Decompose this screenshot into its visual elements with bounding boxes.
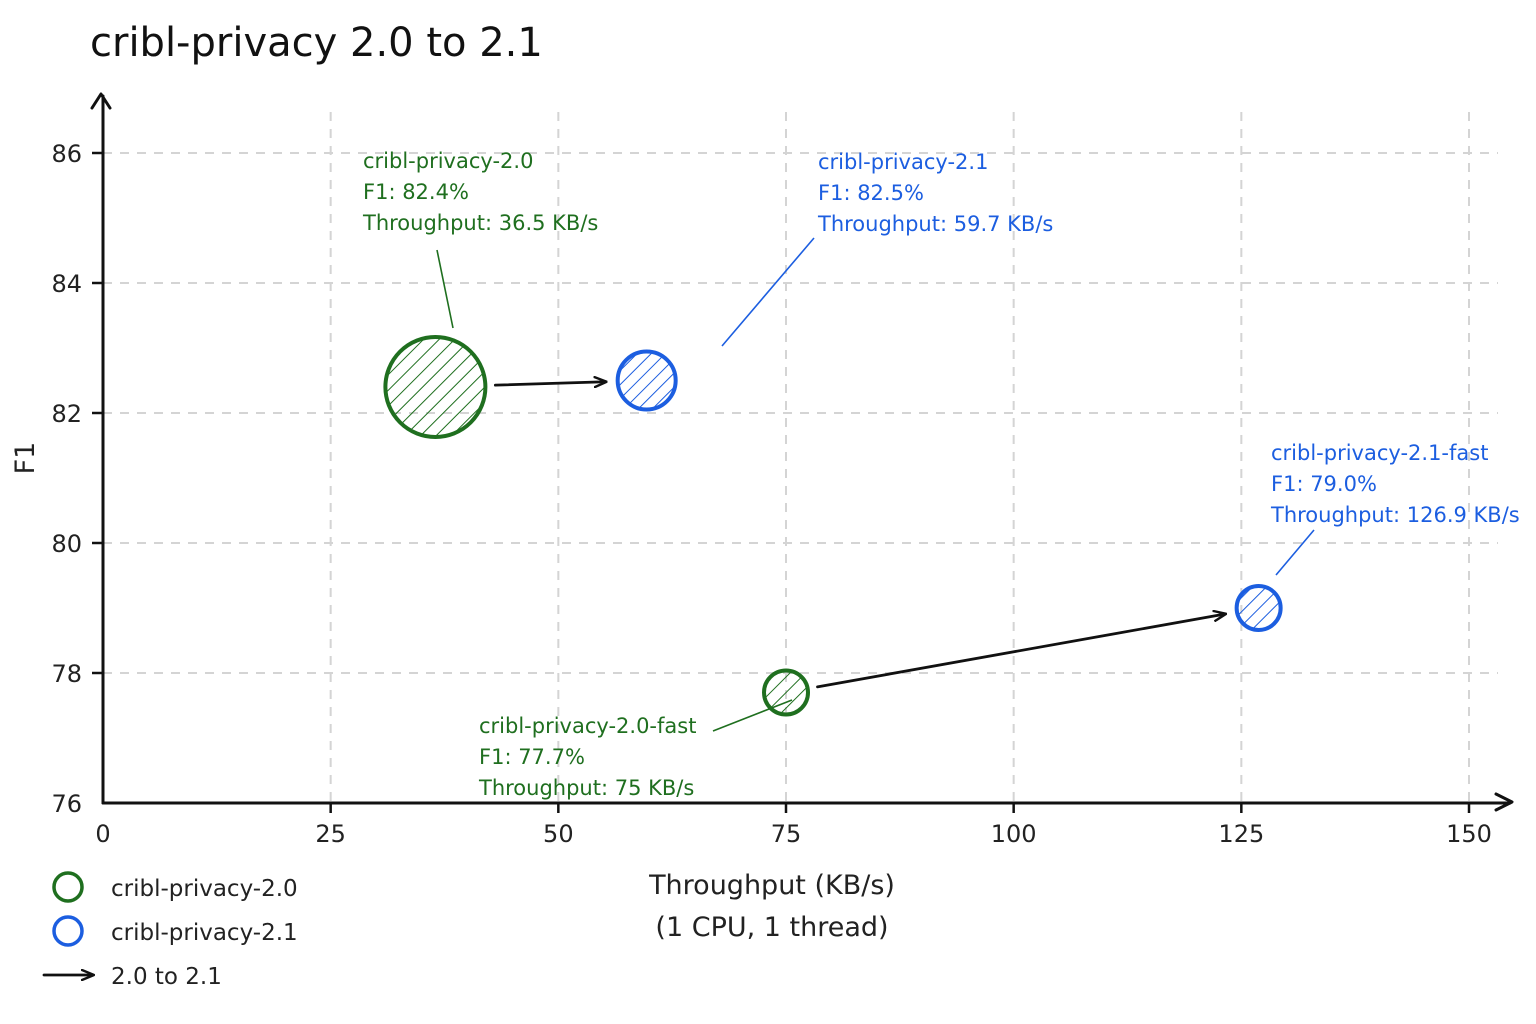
annotation-f1: F1: 79.0% (1271, 472, 1377, 496)
y-tick-label: 76 (51, 790, 82, 818)
y-tick-label: 82 (51, 400, 82, 428)
data-points (383, 335, 1283, 717)
y-axis-label: F1 (10, 442, 41, 475)
x-tick-label: 125 (1218, 820, 1264, 848)
annotation-name: cribl-privacy-2.0-fast (479, 714, 696, 738)
data-point (762, 668, 810, 717)
annotation-f1: F1: 77.7% (479, 745, 585, 769)
x-tick-label: 0 (95, 820, 110, 848)
data-point (383, 335, 488, 439)
legend: cribl-privacy-2.0 cribl-privacy-2.1 2.0 to… (42, 871, 298, 990)
point-annotations: cribl-privacy-2.0 F1: 82.4% Throughput: 36… (362, 149, 1520, 800)
x-axis-arrowhead (1494, 792, 1514, 812)
legend-marker-circle (52, 915, 84, 947)
y-tick-label: 78 (51, 660, 82, 688)
annotation-name: cribl-privacy-2.1-fast (1271, 441, 1488, 465)
annotation-throughput: Throughput: 75 KB/s (478, 776, 694, 800)
annotation-name: cribl-privacy-2.0 (363, 149, 533, 173)
annotation-leader-line (1275, 529, 1315, 576)
data-point (615, 349, 678, 412)
annotation-leader-line (712, 699, 793, 732)
transition-arrow (493, 382, 605, 385)
y-axis-arrowhead (90, 92, 112, 110)
x-tick-label: 50 (543, 820, 574, 848)
y-tick-label: 80 (51, 530, 82, 558)
annotation-leader-line (436, 249, 454, 329)
legend-marker-circle (52, 871, 84, 903)
x-tick-label: 75 (771, 820, 802, 848)
chart-title: cribl-privacy 2.0 to 2.1 (90, 20, 543, 66)
x-axis-sublabel: (1 CPU, 1 thread) (655, 912, 888, 943)
x-tick-label: 150 (1446, 820, 1492, 848)
axes (90, 92, 1514, 812)
grid-lines (103, 112, 1498, 803)
transition-arrow (816, 614, 1226, 689)
annotation-throughput: Throughput: 36.5 KB/s (362, 211, 598, 235)
annotation-throughput: Throughput: 59.7 KB/s (817, 212, 1053, 236)
transition-arrows (493, 382, 1226, 689)
annotation-leader-line (721, 237, 815, 347)
annotation-f1: F1: 82.4% (363, 180, 469, 204)
annotation-f1: F1: 82.5% (818, 181, 924, 205)
x-tick-label: 100 (991, 820, 1037, 848)
y-tick-label: 84 (51, 270, 82, 298)
legend-label: cribl-privacy-2.0 (111, 876, 298, 902)
tick-labels: 76 78 80 82 84 86 0 25 50 75 100 125 150 (51, 140, 1491, 848)
x-tick-label: 25 (315, 820, 346, 848)
data-point (1234, 584, 1283, 632)
y-tick-label: 86 (51, 140, 82, 168)
annotation-name: cribl-privacy-2.1 (818, 150, 988, 174)
legend-label: cribl-privacy-2.1 (111, 920, 298, 946)
x-axis-label: Throughput (KB/s) (648, 870, 895, 901)
legend-label: 2.0 to 2.1 (111, 964, 222, 990)
annotation-throughput: Throughput: 126.9 KB/s (1270, 503, 1520, 527)
